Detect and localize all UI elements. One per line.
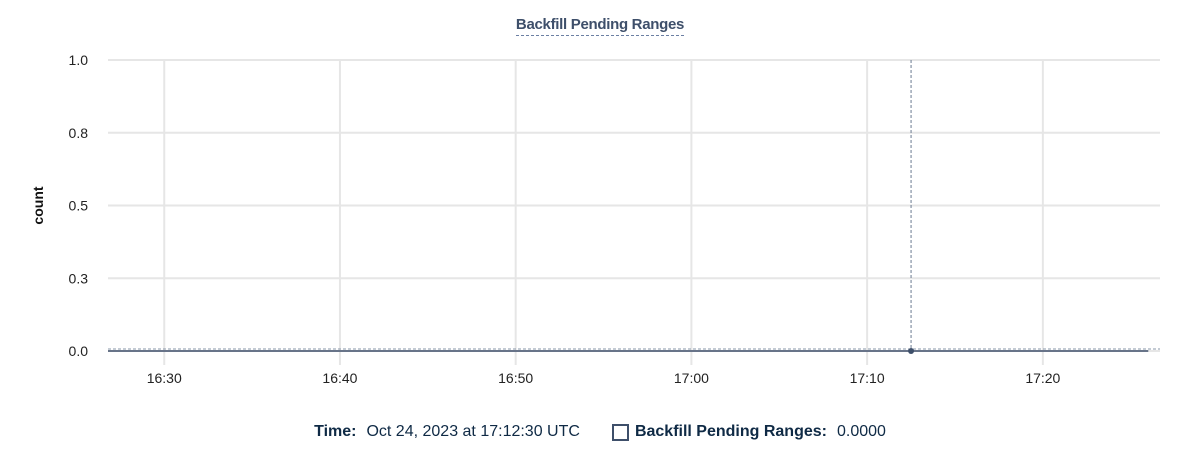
y-tick-label: 0.3: [69, 270, 89, 286]
x-tick-label: 17:20: [1025, 370, 1060, 386]
y-axis-label: count: [30, 186, 46, 224]
y-tick-label: 1.0: [69, 52, 89, 68]
y-tick-label: 0.0: [69, 343, 89, 359]
chart-plot: 0.0 0.3 0.5 0.8 1.0 16:30 16:40 16:50 17:00 17:10…: [30, 52, 1160, 386]
series-label: Backfill Pending Ranges:: [634, 423, 827, 440]
hover-legend: Time: Oct 24, 2023 at 17:12:30 UTC Backf…: [0, 423, 1200, 441]
chart-title[interactable]: Backfill Pending Ranges: [0, 16, 1200, 36]
x-tick-label: 16:40: [322, 370, 357, 386]
time-label: Time:: [314, 423, 357, 440]
y-tick-label: 0.5: [69, 198, 89, 214]
time-value: Oct 24, 2023 at 17:12:30 UTC: [366, 423, 580, 440]
x-tick-label: 17:10: [850, 370, 885, 386]
series-value: 0.0000: [836, 423, 886, 440]
x-tick-label: 17:00: [674, 370, 709, 386]
y-tick-label: 0.8: [69, 125, 89, 141]
series-checkbox[interactable]: [611, 423, 629, 441]
chart-title-text[interactable]: Backfill Pending Ranges: [515, 16, 684, 36]
x-tick-label: 16:30: [147, 370, 182, 386]
x-tick-label: 16:50: [498, 370, 533, 386]
hover-point: [908, 348, 915, 354]
